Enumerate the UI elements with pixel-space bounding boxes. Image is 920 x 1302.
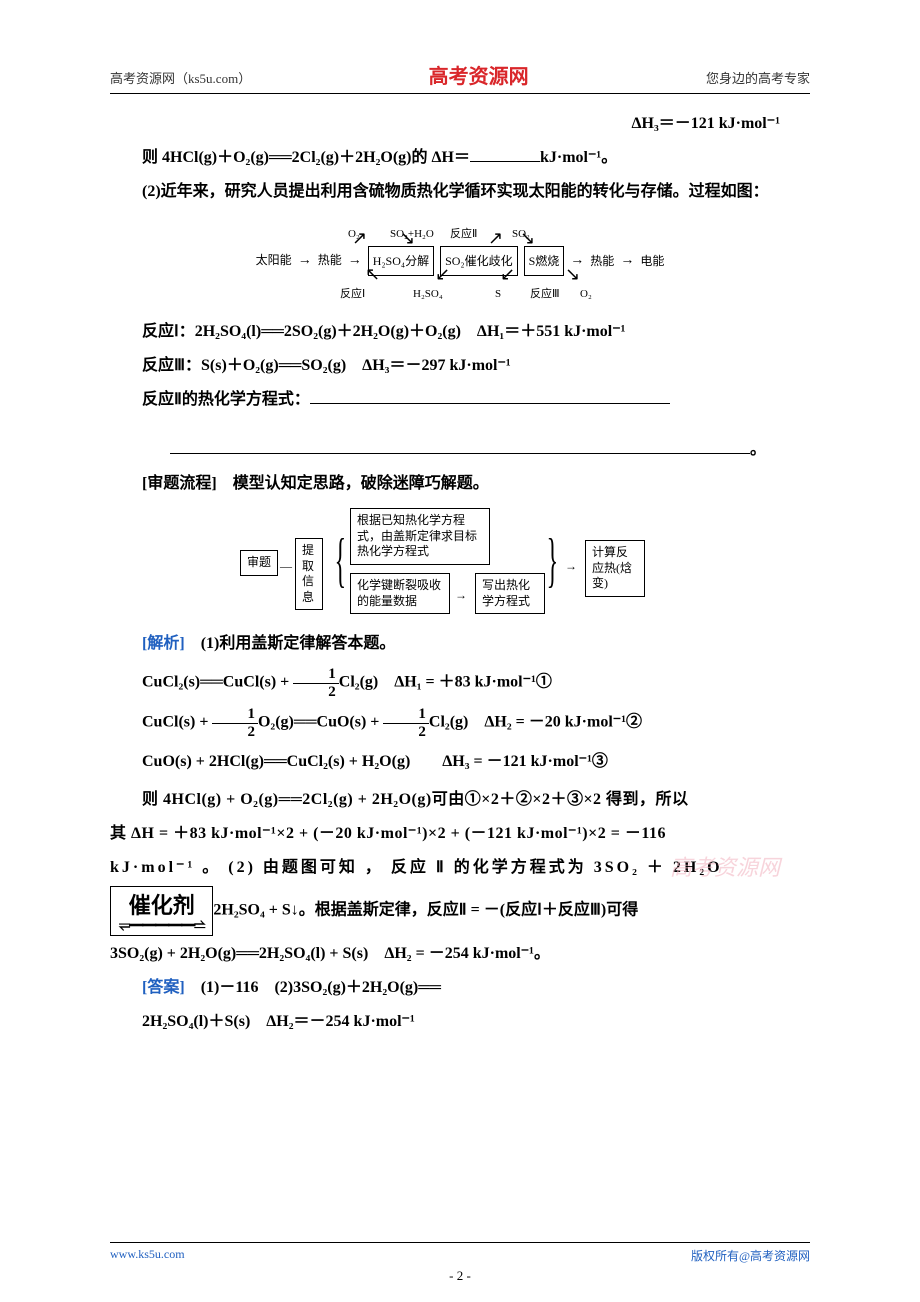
calc-line-3: kJ·mol⁻¹ 。 (2) 由题图可知 ， 反应 Ⅱ 的化学方程式为 3SO₂… xyxy=(110,852,810,884)
arrow-icon xyxy=(620,247,634,275)
arrow-icon xyxy=(348,247,362,275)
document-body: ΔH₃＝－121 kJ·mol⁻¹ 则 4HCl(g)＋O₂(g)══2Cl₂(… xyxy=(110,108,810,1038)
blank-answer-2 xyxy=(310,388,670,404)
arrow-icon: → xyxy=(455,583,467,607)
rxn-1: 反应Ⅰ：2H₂SO₄(l)══2SO₂(g)＋2H₂O(g)＋O₂(g) ΔH₁… xyxy=(110,316,810,348)
blank-answer-1 xyxy=(470,146,540,162)
review-label: [审题流程] xyxy=(142,475,217,492)
diagram-review-flow: 审题 — 提取信息 { 根据已知热化学方程式，由盖斯定律求目标热化学方程式 化学… xyxy=(240,508,680,618)
eq-1: CuCl₂(s)══CuCl(s) + 12Cl₂(g) ΔH₁ = ＋83 k… xyxy=(110,666,810,700)
analysis-label: [解析] xyxy=(142,635,185,652)
arrow-curve: ↙ xyxy=(435,270,450,279)
label-o2: O₂ xyxy=(580,283,592,305)
label-h2so4: H₂SO₄ xyxy=(413,283,443,305)
header-right: 您身边的高考专家 xyxy=(706,68,810,87)
fraction-half: 12 xyxy=(383,706,429,740)
answer-label: [答案] xyxy=(142,979,185,996)
text: 2H₂SO₄ + S↓。根据盖斯定律，反应Ⅱ = －(反应Ⅰ＋反应Ⅲ)可得 xyxy=(213,902,638,919)
arrow-icon: — xyxy=(280,554,292,578)
blank-answer-2-cont xyxy=(170,438,750,454)
review-text: 模型认知定思路，破除迷障巧解题。 xyxy=(233,475,489,492)
text: O₂(g)══CuO(s) + xyxy=(258,714,383,731)
arrow-curve: ↗ xyxy=(352,234,367,243)
calc-line-1: 则 4HCl(g) + O₂(g)══2Cl₂(g) + 2H₂O(g)可由①×… xyxy=(110,784,810,816)
node-hess: 根据已知热化学方程式，由盖斯定律求目标热化学方程式 xyxy=(350,508,490,565)
arrow-curve: ↘ xyxy=(520,234,535,243)
equilibrium-arrow-icon: ⥫━━━━━⥬ xyxy=(119,919,204,933)
node-extract: 提取信息 xyxy=(295,538,323,610)
catalyst-label: 催化剂 xyxy=(129,893,195,918)
catalyst-box: 催化剂 ⥫━━━━━⥬ xyxy=(110,886,213,936)
arrow-icon xyxy=(298,247,312,275)
label-rxn3: 反应Ⅲ xyxy=(530,283,560,305)
text: Cl₂(g) ΔH₂ = －20 kJ·mol⁻¹② xyxy=(429,714,642,731)
eq-4hcl: 则 4HCl(g)＋O₂(g)══2Cl₂(g)＋2H₂O(g)的 ΔH＝ kJ·… xyxy=(110,142,810,174)
label-sun: 太阳能 xyxy=(256,254,292,267)
label-s: S xyxy=(495,283,501,305)
brace-icon: } xyxy=(547,530,559,590)
node-bond: 化学键断裂吸收的能量数据 xyxy=(350,573,450,614)
page-footer: www.ks5u.com 版权所有@高考资源网 xyxy=(110,1242,810,1264)
text: CuCl(s) + xyxy=(142,714,212,731)
arrow-curve: ↗ xyxy=(488,234,503,243)
arrow-curve: ↘ xyxy=(400,234,415,243)
text: CuCl₂(s)══CuCl(s) + xyxy=(142,674,293,691)
footer-url: www.ks5u.com xyxy=(110,1247,185,1264)
rxn-3: 反应Ⅲ：S(s)＋O₂(g)══SO₂(g) ΔH₃＝－297 kJ·mol⁻¹ xyxy=(110,350,810,382)
eq-2: CuCl(s) + 12O₂(g)══CuO(s) + 12Cl₂(g) ΔH₂… xyxy=(110,706,810,740)
fraction-half: 12 xyxy=(293,666,339,700)
blank-line: 。 xyxy=(110,434,810,466)
header-left: 高考资源网（ks5u.com） xyxy=(110,68,251,87)
calc-line-5: 3SO₂(g) + 2H₂O(g)══2H₂SO₄(l) + S(s) ΔH₂ … xyxy=(110,938,810,970)
arrow-icon: → xyxy=(565,554,577,578)
label-rxn2: 反应Ⅱ xyxy=(450,223,477,245)
node-write-eq: 写出热化学方程式 xyxy=(475,573,545,614)
eq-dh3: ΔH₃＝－121 kJ·mol⁻¹ xyxy=(110,108,810,140)
box-s-burn: S燃烧 xyxy=(524,246,565,276)
brace-icon: { xyxy=(335,530,347,590)
arrow-curve: ↙ xyxy=(500,270,515,279)
arrow-curve: ↖ xyxy=(365,270,380,279)
review-heading: [审题流程] 模型认知定思路，破除迷障巧解题。 xyxy=(110,468,810,500)
fraction-half: 12 xyxy=(212,706,258,740)
page-header: 高考资源网（ks5u.com） 高考资源网 您身边的高考专家 xyxy=(110,60,810,94)
text: Cl₂(g) ΔH₁ = ＋83 kJ·mol⁻¹① xyxy=(339,674,552,691)
page-number: - 2 - xyxy=(0,1268,920,1284)
text: 则 4HCl(g)＋O₂(g)══2Cl₂(g)＋2H₂O(g)的 ΔH＝ xyxy=(142,149,470,166)
para-2: (2)近年来，研究人员提出利用含硫物质热化学循环实现太阳能的转化与存储。过程如图… xyxy=(110,176,810,208)
footer-copyright: 版权所有@高考资源网 xyxy=(691,1247,810,1264)
calc-line-4: 催化剂 ⥫━━━━━⥬ 2H₂SO₄ + S↓。根据盖斯定律，反应Ⅱ = －(反… xyxy=(110,886,810,936)
label-heat: 热能 xyxy=(590,249,614,273)
node-review: 审题 xyxy=(240,550,278,576)
analysis-heading: [解析] (1)利用盖斯定律解答本题。 xyxy=(110,628,810,660)
answer-heading: [答案] (1)－116 (2)3SO₂(g)＋2H₂O(g)══ xyxy=(110,972,810,1004)
analysis-text: (1)利用盖斯定律解答本题。 xyxy=(201,635,396,652)
arrow-curve: ↘ xyxy=(565,270,580,279)
eq-3: CuO(s) + 2HCl(g)══CuCl₂(s) + H₂O(g) ΔH₃ … xyxy=(110,746,810,778)
text: kJ·mol⁻¹。 xyxy=(540,149,617,166)
text: 。 xyxy=(750,441,766,458)
header-title: 高考资源网 xyxy=(429,60,529,89)
answer-text-2: 2H₂SO₄(l)＋S(s) ΔH₂＝－254 kJ·mol⁻¹ xyxy=(110,1006,810,1038)
label-heat: 热能 xyxy=(318,254,342,267)
rxn-2-prompt: 反应Ⅱ的热化学方程式： xyxy=(110,384,810,416)
label-rxn1: 反应Ⅰ xyxy=(340,283,365,305)
node-calc-dh: 计算反应热(焓变) xyxy=(585,540,645,597)
text: 反应Ⅱ的热化学方程式： xyxy=(142,391,310,408)
answer-text-1: (1)－116 (2)3SO₂(g)＋2H₂O(g)══ xyxy=(201,979,441,996)
diagram-sulfur-cycle: O₂ SO₂+H₂O 反应Ⅱ SO₂ ↗ ↘ ↗ ↘ 太阳能 热能 H₂SO₄分… xyxy=(220,218,700,308)
calc-line-2: 其 ΔH = ＋83 kJ·mol⁻¹×2 + (－20 kJ·mol⁻¹)×2… xyxy=(110,818,810,850)
label-elec: 电能 xyxy=(640,249,664,273)
